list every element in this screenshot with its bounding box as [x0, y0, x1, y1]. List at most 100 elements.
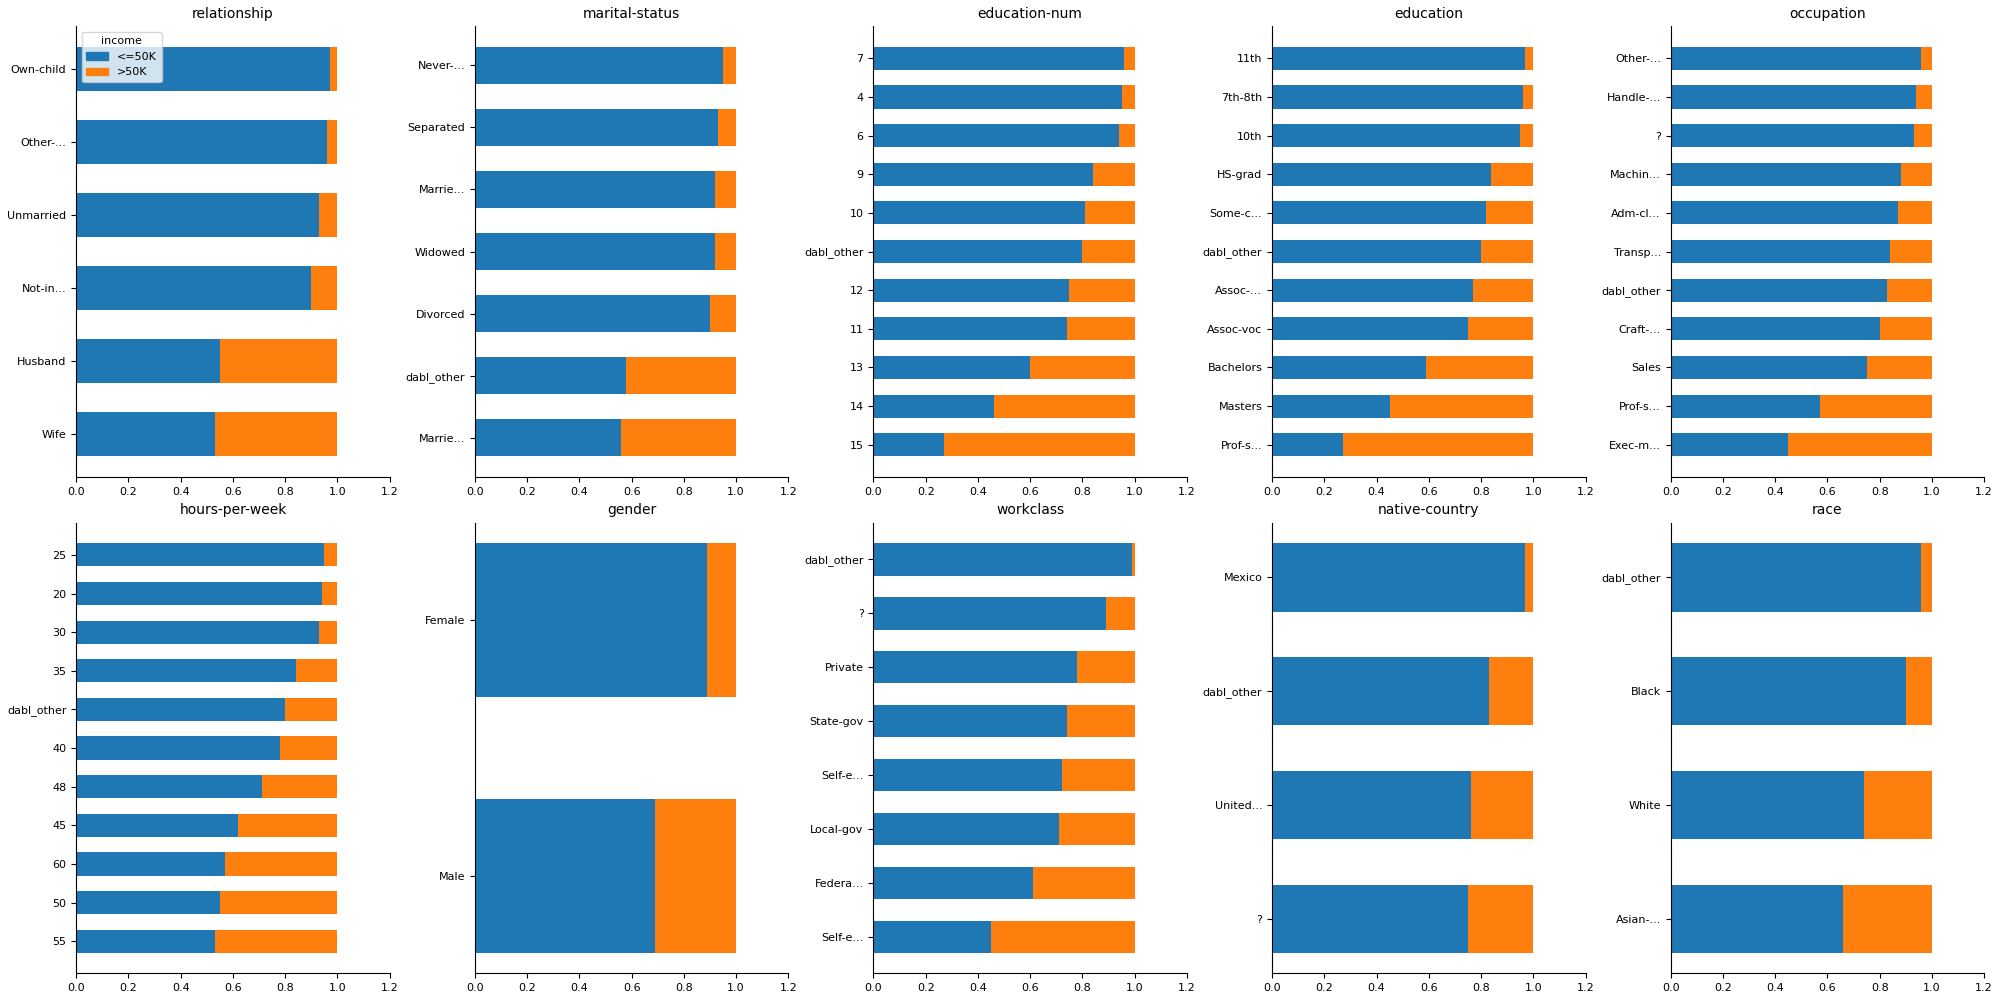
Bar: [1866, 356, 1932, 379]
Bar: [226, 852, 338, 876]
Bar: [262, 775, 338, 798]
Bar: [708, 543, 736, 697]
Bar: [1864, 771, 1932, 839]
Bar: [1058, 813, 1134, 845]
Bar: [76, 930, 214, 953]
Bar: [1890, 240, 1932, 263]
Bar: [76, 120, 328, 164]
Bar: [1820, 395, 1932, 418]
Bar: [1468, 317, 1534, 340]
Bar: [1272, 356, 1426, 379]
Bar: [1670, 885, 1844, 953]
Bar: [874, 163, 1092, 186]
Bar: [214, 412, 338, 456]
Bar: [76, 582, 322, 605]
Bar: [874, 597, 1106, 630]
Bar: [474, 419, 622, 456]
Bar: [874, 395, 994, 418]
Bar: [1482, 240, 1534, 263]
Bar: [76, 852, 226, 876]
Bar: [874, 317, 1066, 340]
Bar: [1670, 771, 1864, 839]
Bar: [1526, 47, 1534, 70]
Bar: [1272, 433, 1342, 456]
Bar: [874, 279, 1070, 302]
Bar: [474, 233, 716, 270]
Title: marital-status: marital-status: [582, 7, 680, 21]
Title: education-num: education-num: [978, 7, 1082, 21]
Bar: [874, 651, 1078, 683]
Bar: [1086, 201, 1134, 224]
Bar: [76, 736, 280, 760]
Bar: [874, 433, 944, 456]
Bar: [1066, 705, 1134, 737]
Bar: [474, 295, 710, 332]
Bar: [214, 930, 338, 953]
Bar: [474, 799, 656, 953]
Bar: [990, 921, 1134, 953]
Bar: [1492, 163, 1534, 186]
Bar: [1272, 279, 1474, 302]
Bar: [1032, 867, 1134, 899]
Bar: [238, 814, 338, 837]
Bar: [1272, 395, 1390, 418]
Bar: [474, 47, 724, 84]
Bar: [1342, 433, 1534, 456]
Bar: [328, 120, 338, 164]
Bar: [76, 193, 320, 237]
Bar: [1898, 201, 1932, 224]
Bar: [874, 543, 1132, 576]
Title: relationship: relationship: [192, 7, 274, 21]
Bar: [1670, 279, 1888, 302]
Bar: [220, 891, 338, 914]
Title: race: race: [1812, 503, 1842, 517]
Bar: [1272, 317, 1468, 340]
Bar: [656, 799, 736, 953]
Bar: [1272, 163, 1492, 186]
Bar: [1272, 885, 1468, 953]
Bar: [1670, 657, 1906, 725]
Title: education: education: [1394, 7, 1464, 21]
Bar: [474, 171, 716, 208]
Bar: [474, 357, 626, 394]
Bar: [874, 124, 1120, 147]
Bar: [280, 736, 338, 760]
Bar: [1124, 47, 1134, 70]
Bar: [1670, 395, 1820, 418]
Bar: [1914, 124, 1932, 147]
Bar: [1486, 201, 1534, 224]
Bar: [874, 356, 1030, 379]
Bar: [1670, 543, 1922, 612]
Bar: [286, 698, 338, 721]
Title: native-country: native-country: [1378, 503, 1480, 517]
Bar: [1670, 317, 1880, 340]
Bar: [1272, 771, 1470, 839]
Bar: [1906, 657, 1932, 725]
Bar: [874, 201, 1086, 224]
Bar: [312, 266, 338, 310]
Bar: [1106, 597, 1134, 630]
Bar: [1272, 47, 1526, 70]
Bar: [1272, 124, 1520, 147]
Bar: [716, 233, 736, 270]
Bar: [1272, 201, 1486, 224]
Bar: [724, 47, 736, 84]
Bar: [76, 814, 238, 837]
Bar: [1272, 240, 1482, 263]
Bar: [1670, 433, 1788, 456]
Bar: [1670, 201, 1898, 224]
Bar: [1272, 85, 1522, 109]
Bar: [1120, 124, 1134, 147]
Bar: [1132, 543, 1134, 576]
Bar: [1670, 124, 1914, 147]
Bar: [220, 339, 338, 383]
Bar: [716, 171, 736, 208]
Bar: [1272, 543, 1526, 612]
Bar: [1062, 759, 1134, 791]
Bar: [1880, 317, 1932, 340]
Bar: [1092, 163, 1134, 186]
Bar: [1922, 47, 1932, 70]
Bar: [874, 813, 1058, 845]
Bar: [76, 891, 220, 914]
Bar: [1470, 771, 1534, 839]
